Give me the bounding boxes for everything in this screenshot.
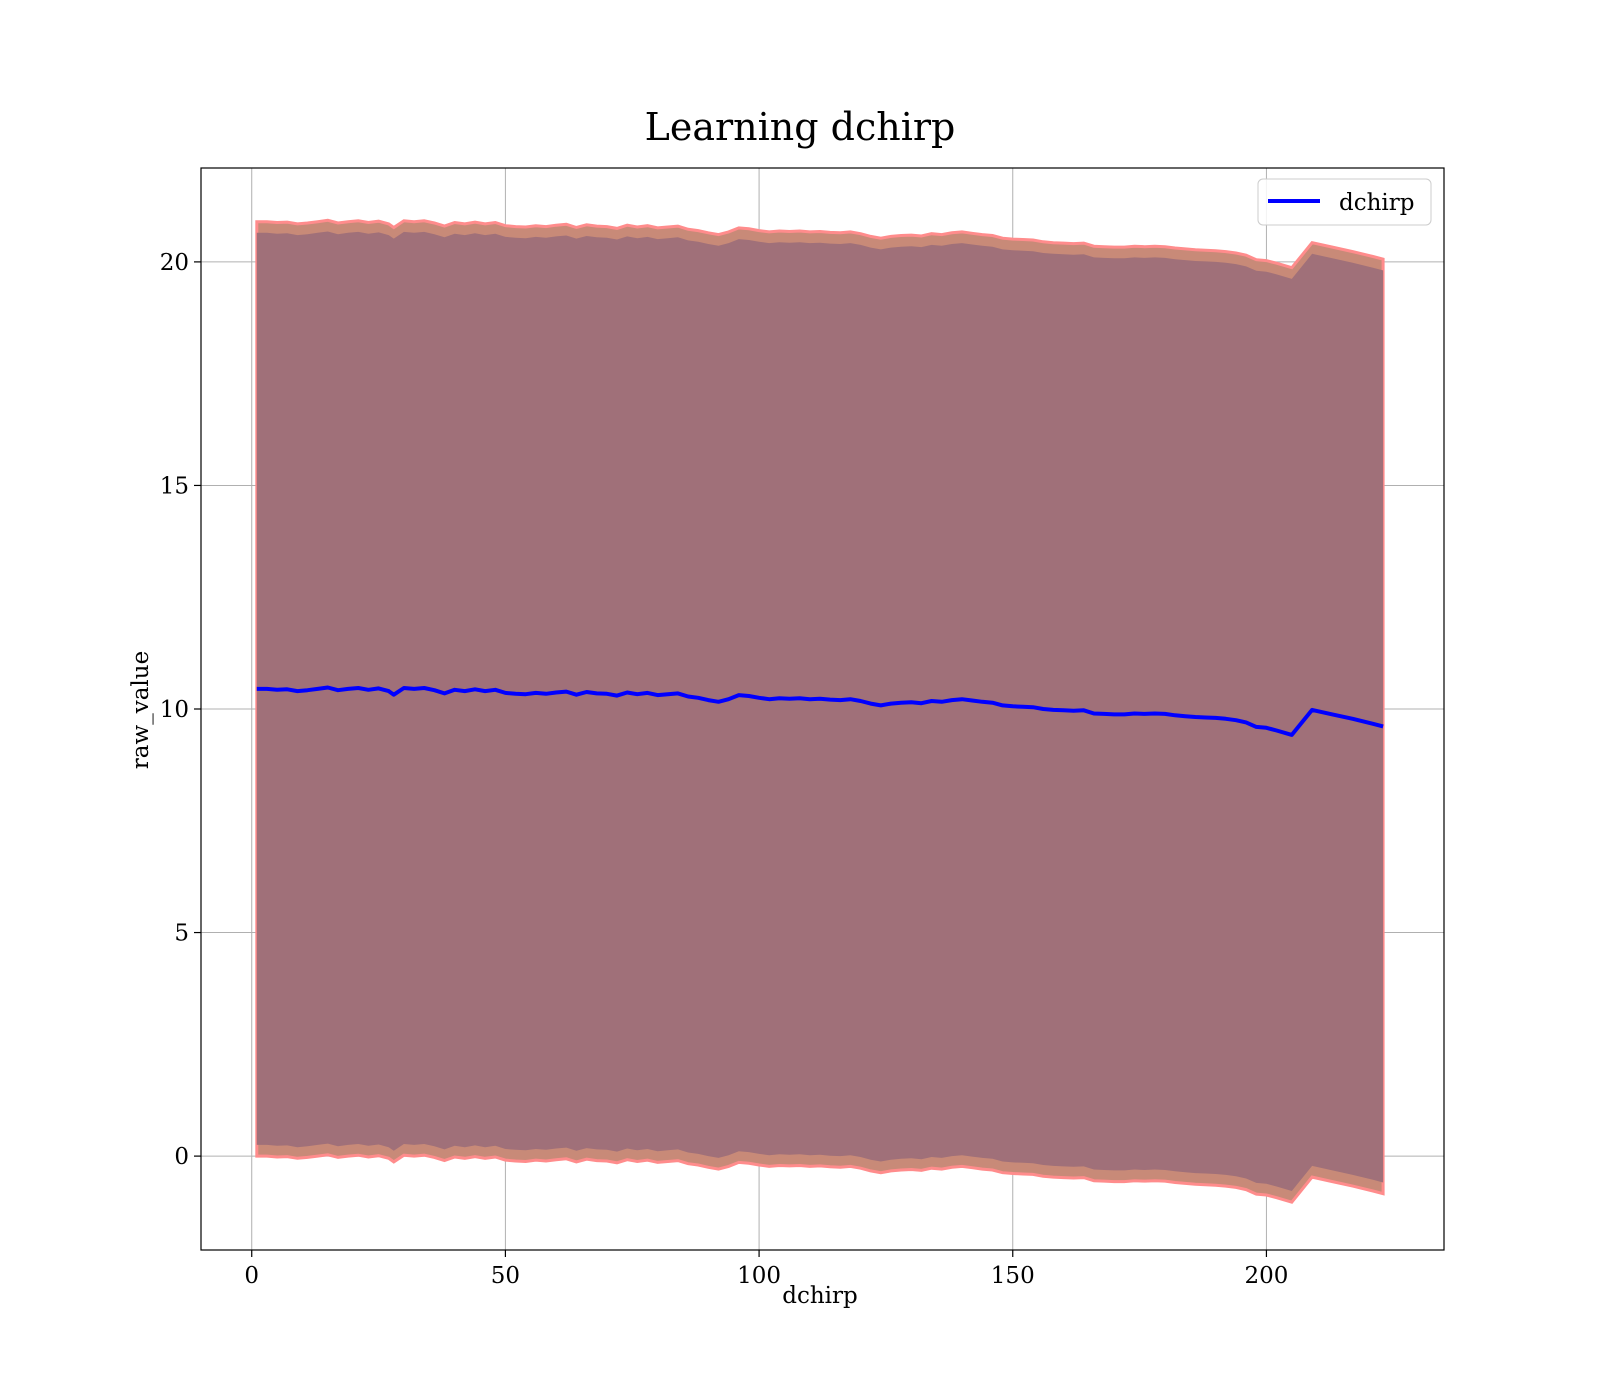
- plot-area: 0 50 100 150 200 0 5 10 15 20: [160, 167, 1445, 1289]
- legend-box: [1257, 178, 1432, 226]
- x-tick-label: 150: [991, 1263, 1035, 1289]
- x-tick-label: 50: [491, 1263, 520, 1289]
- y-tick-label: 0: [174, 1144, 189, 1170]
- x-axis-label: dchirp: [782, 1283, 858, 1309]
- x-tick-label: 200: [1244, 1263, 1288, 1289]
- legend: dchirp: [1257, 178, 1432, 226]
- chart-title: Learning dchirp: [645, 105, 956, 149]
- x-tick-label: 100: [737, 1263, 781, 1289]
- y-tick-label: 10: [160, 697, 189, 723]
- y-axis-label: raw_value: [128, 651, 154, 769]
- y-tick-label: 5: [174, 921, 189, 947]
- legend-label-dchirp: dchirp: [1339, 190, 1415, 216]
- x-axis-ticks: 0 50 100 150 200: [244, 1250, 1288, 1289]
- series-line-dchirp: [256, 685, 1384, 737]
- y-axis-ticks: 0 5 10 15 20: [160, 250, 201, 1170]
- y-tick-label: 20: [160, 250, 189, 276]
- y-tick-label: 15: [160, 473, 189, 499]
- inner-confidence-band: [256, 231, 1384, 1191]
- x-tick-label: 0: [244, 1263, 259, 1289]
